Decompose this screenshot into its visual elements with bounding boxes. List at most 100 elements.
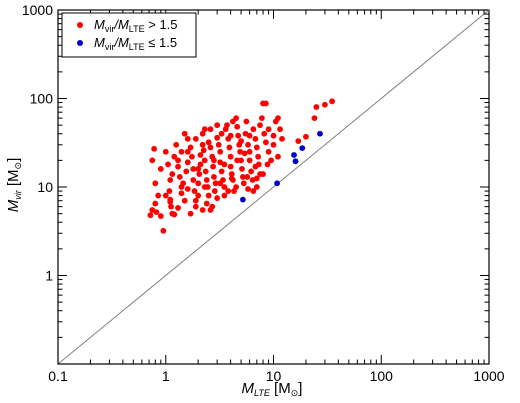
data-point-red	[227, 132, 234, 139]
data-point-red	[167, 198, 174, 205]
data-point-blue	[317, 130, 323, 137]
data-point-red	[175, 157, 181, 164]
legend-marker	[77, 40, 83, 46]
y-label-unit-open: [M	[5, 169, 22, 190]
x-label-sub: LTE	[254, 388, 271, 398]
data-point-red	[207, 126, 214, 133]
data-point-red	[226, 144, 233, 151]
y-label-sub: vir	[13, 189, 23, 199]
data-point-red	[200, 147, 207, 154]
data-point-red	[207, 144, 214, 151]
data-point-red	[329, 98, 336, 105]
data-point-red	[246, 157, 253, 164]
data-point-red	[212, 180, 219, 187]
data-point-red	[196, 171, 203, 177]
data-point-red	[184, 135, 191, 142]
data-point-red	[205, 139, 212, 146]
data-point-red	[201, 184, 208, 190]
data-point-red	[234, 123, 241, 130]
data-point-red	[227, 153, 234, 160]
data-point-red	[221, 192, 228, 199]
data-point-red	[221, 161, 228, 168]
x-label-unit-open: [M	[270, 380, 291, 397]
data-point-red	[227, 163, 234, 170]
data-point-red	[175, 163, 181, 170]
data-point-red	[250, 126, 257, 133]
data-point-red	[275, 115, 281, 122]
data-point-blue	[274, 180, 281, 187]
data-point-red	[228, 175, 235, 182]
data-point-red	[262, 139, 269, 146]
data-point-red	[171, 153, 178, 160]
ticks-layer: 0.1 1 10 100 1000 1 10 100 1000	[22, 2, 505, 384]
data-point-red	[152, 180, 159, 187]
x-tick-label: 0.1	[48, 368, 68, 384]
data-point-red	[151, 145, 158, 152]
data-point-red	[190, 166, 197, 172]
data-point-blue	[291, 152, 297, 158]
data-point-red	[162, 192, 169, 199]
data-point-red	[224, 122, 230, 129]
data-point-red	[252, 163, 259, 170]
data-point-red	[184, 148, 191, 155]
data-point-red	[190, 177, 197, 183]
data-point-red	[203, 200, 210, 207]
x-tick-label: 100	[370, 368, 394, 384]
data-point-red	[199, 130, 206, 137]
data-point-red	[279, 135, 285, 142]
data-point-red	[225, 188, 232, 194]
data-point-red	[303, 133, 309, 140]
data-point-red	[270, 132, 277, 139]
data-point-red	[245, 186, 251, 192]
data-point-red	[201, 157, 208, 164]
data-point-red	[217, 180, 224, 187]
data-point-red	[239, 166, 245, 172]
data-point-red	[211, 188, 218, 194]
data-point-red	[214, 195, 221, 201]
data-point-red	[167, 177, 174, 183]
data-point-red	[275, 153, 281, 160]
data-point-red	[215, 141, 222, 148]
data-point-red	[265, 126, 272, 133]
legend-box	[61, 12, 197, 58]
data-point-red	[265, 148, 272, 155]
y-tick-label: 1	[45, 268, 53, 284]
data-point-red	[253, 184, 260, 190]
data-point-red	[205, 192, 212, 199]
data-point-red	[246, 148, 253, 155]
data-point-red	[237, 148, 244, 155]
data-point-red	[262, 100, 269, 107]
data-point-red	[313, 104, 320, 110]
data-point-red	[277, 126, 283, 133]
data-point-red	[214, 122, 221, 129]
data-point-red	[187, 144, 194, 151]
data-point-red	[189, 153, 195, 160]
data-point-red	[221, 184, 228, 190]
data-point-red	[228, 171, 235, 177]
data-point-red	[243, 118, 250, 125]
data-point-red	[199, 207, 206, 213]
data-point-red	[178, 190, 185, 197]
data-point-red	[268, 157, 274, 164]
data-point-red	[258, 115, 265, 122]
data-point-red	[211, 174, 217, 180]
data-point-red	[169, 171, 176, 177]
data-point-red	[181, 197, 188, 204]
data-point-red	[197, 152, 204, 158]
x-tick-label: 1	[162, 368, 170, 384]
data-point-red	[250, 188, 257, 194]
data-point-red	[264, 161, 271, 168]
x-label-unit-close: ]	[298, 380, 302, 397]
data-point-red	[210, 163, 216, 170]
data-point-red	[255, 153, 262, 160]
data-point-red	[181, 130, 188, 137]
data-point-red	[155, 192, 162, 199]
data-point-red	[218, 130, 225, 137]
data-point-red	[239, 174, 246, 180]
data-point-red	[240, 180, 247, 187]
data-point-red	[175, 205, 181, 211]
x-axis-label: MLTE [M⊙]	[242, 380, 303, 398]
data-point-red	[195, 166, 202, 172]
y-label-unit-close: ]	[5, 158, 22, 162]
